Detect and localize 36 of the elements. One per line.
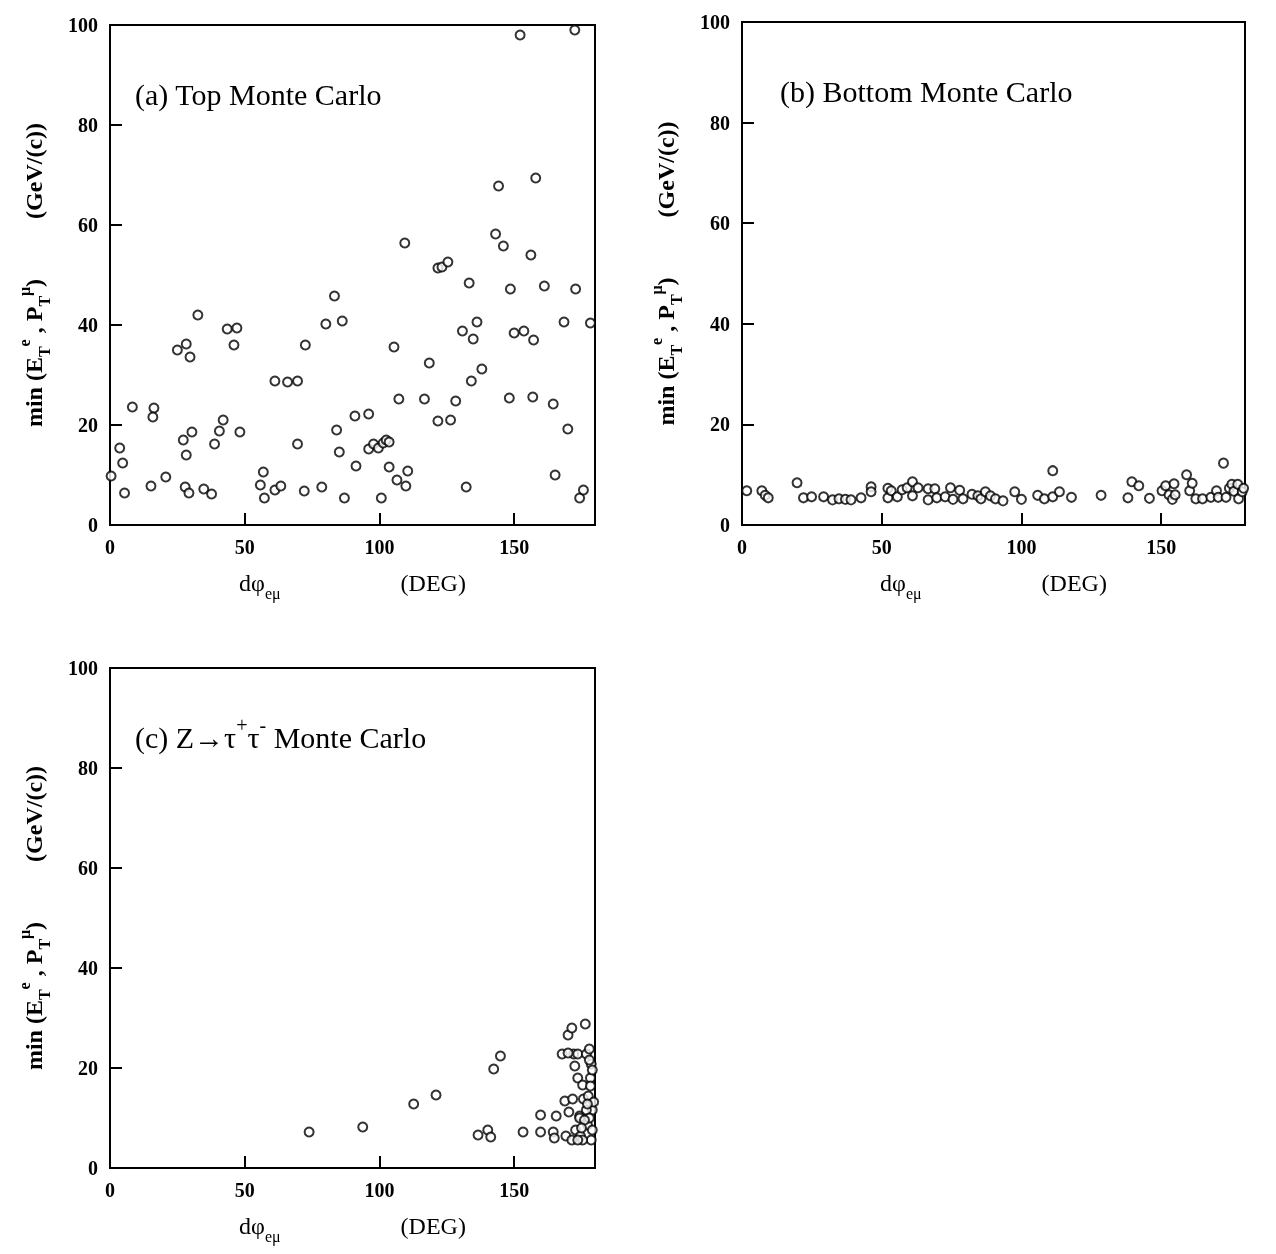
- x-tick-label: 0: [105, 1179, 115, 1201]
- x-tick-label: 100: [1006, 536, 1037, 558]
- y-tick-label: 80: [710, 111, 730, 134]
- y-tick-label: 60: [78, 214, 98, 236]
- y-axis-title: min (ETe , PTμ) (GeV/(c)): [15, 122, 53, 428]
- x-tick-label: 0: [105, 536, 115, 558]
- y-tick-label: 0: [88, 514, 98, 536]
- y-axis-title: min (ETe , PTμ) (GeV/(c)): [15, 765, 53, 1071]
- x-tick-label: 100: [364, 1179, 395, 1201]
- x-tick-label: 150: [499, 1179, 530, 1201]
- y-tick-label: 20: [710, 413, 730, 436]
- text: (c) Z→τ+τ- Monte Carlo: [135, 714, 427, 755]
- y-tick-label: 100: [68, 657, 98, 679]
- x-tick-label: 50: [234, 536, 255, 558]
- y-tick-label: 40: [78, 314, 98, 336]
- y-tick-label: 80: [78, 757, 98, 779]
- y-tick-label: 20: [78, 414, 98, 436]
- y-tick-label: 20: [78, 1057, 98, 1079]
- y-tick-label: 40: [78, 957, 98, 979]
- text: (b) Bottom Monte Carlo: [780, 75, 1073, 109]
- y-tick-label: 40: [710, 312, 730, 335]
- x-tick-label: 50: [234, 1179, 255, 1201]
- y-axis-title: min (ETe , PTμ) (GeV/(c)): [647, 121, 685, 426]
- x-tick-label: 150: [1146, 536, 1177, 558]
- text: (a) Top Monte Carlo: [135, 78, 382, 112]
- y-tick-label: 100: [700, 11, 730, 33]
- y-tick-label: 60: [78, 857, 98, 879]
- y-tick-label: 0: [88, 1157, 98, 1179]
- y-tick-label: 0: [720, 514, 730, 536]
- y-tick-label: 80: [78, 114, 98, 136]
- x-tick-label: 50: [871, 536, 892, 558]
- y-tick-label: 60: [710, 212, 730, 235]
- x-tick-label: 0: [737, 536, 747, 558]
- x-tick-label: 150: [499, 536, 530, 558]
- x-tick-label: 100: [364, 536, 395, 558]
- y-tick-label: 100: [68, 14, 98, 36]
